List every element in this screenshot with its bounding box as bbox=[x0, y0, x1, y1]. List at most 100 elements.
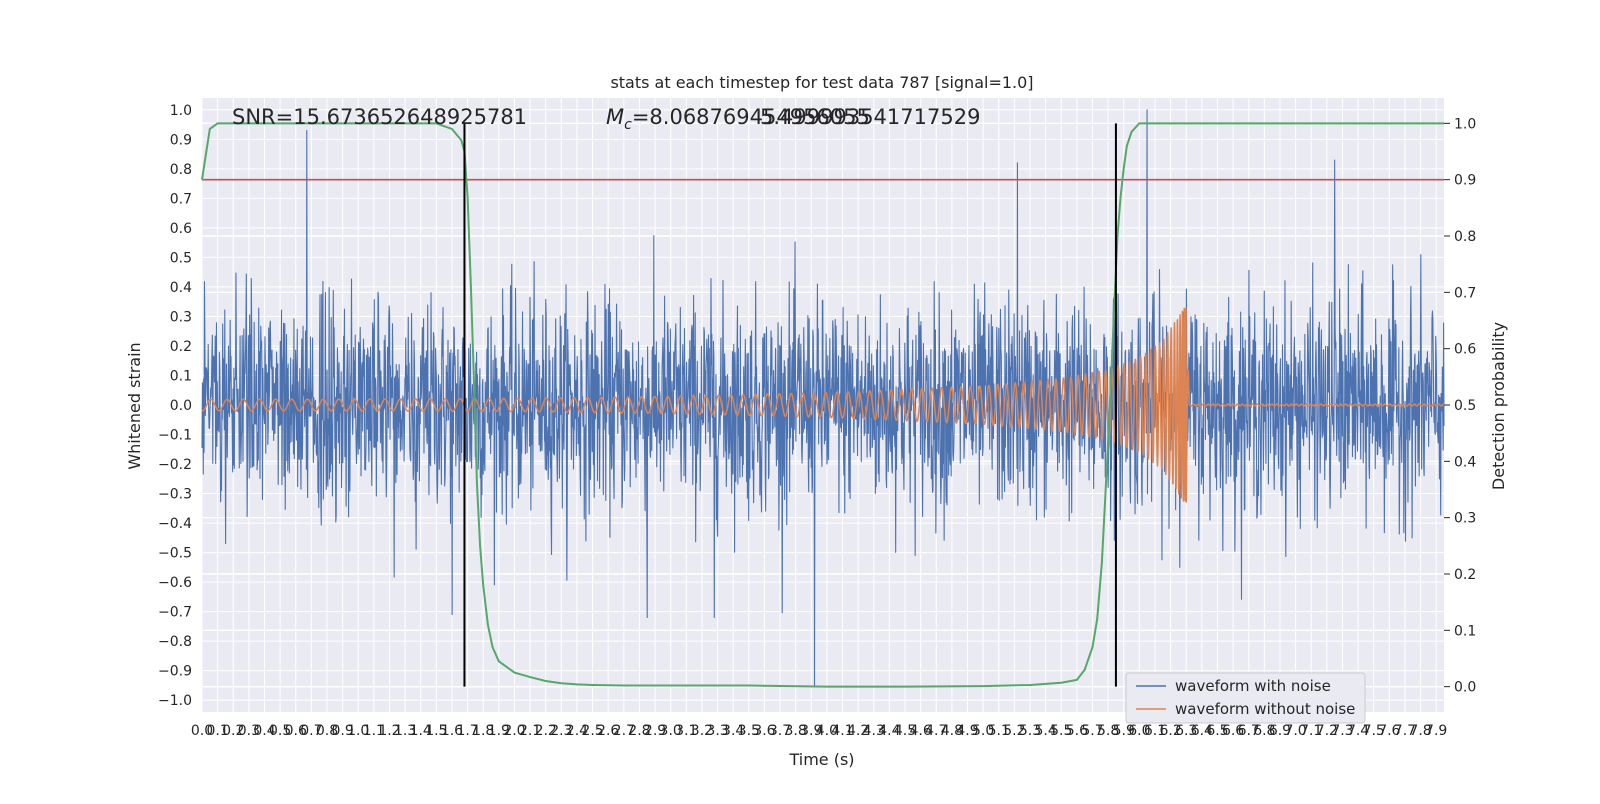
x-tick-label: 2.7 bbox=[613, 723, 635, 739]
x-tick-label: 1.7 bbox=[456, 723, 478, 739]
y-tick-label: 0.1 bbox=[170, 368, 192, 384]
y-tick-label: 1.0 bbox=[170, 103, 192, 119]
x-tick-label: 4.6 bbox=[910, 723, 932, 739]
chirp-mass-subscript: c bbox=[624, 117, 632, 133]
x-tick-label: 6.0 bbox=[1128, 723, 1150, 739]
x-tick-label: 7.2 bbox=[1316, 723, 1338, 739]
y2-tick-label: 0.7 bbox=[1454, 285, 1476, 301]
x-tick-label: 4.8 bbox=[941, 723, 963, 739]
legend: waveform with noise waveform without noi… bbox=[1125, 672, 1366, 724]
x-tick-label: 0.0 bbox=[191, 723, 213, 739]
x-tick-label: 6.5 bbox=[1206, 723, 1228, 739]
x-tick-label: 6.6 bbox=[1222, 723, 1244, 739]
x-tick-label: 1.0 bbox=[347, 723, 369, 739]
y-tick-label: −0.2 bbox=[158, 457, 192, 473]
x-tick-label: 5.2 bbox=[1003, 723, 1025, 739]
legend-label-noise: waveform with noise bbox=[1175, 677, 1331, 695]
y-tick-label: −1.0 bbox=[158, 693, 192, 709]
y-tick-label: 0.8 bbox=[170, 162, 192, 178]
x-tick-label: 1.4 bbox=[410, 723, 432, 739]
x-tick-label: 4.9 bbox=[956, 723, 978, 739]
x-tick-label: 5.6 bbox=[1066, 723, 1088, 739]
x-tick-label: 4.0 bbox=[816, 723, 838, 739]
x-tick-label: 7.5 bbox=[1363, 723, 1385, 739]
x-tick-label: 1.1 bbox=[363, 723, 385, 739]
x-tick-label: 3.3 bbox=[706, 723, 728, 739]
legend-label-clean: waveform without noise bbox=[1175, 700, 1355, 718]
x-tick-label: 7.0 bbox=[1284, 723, 1306, 739]
x-tick-label: 0.6 bbox=[285, 723, 307, 739]
snr-annotation: SNR=15.673652648925781 bbox=[232, 105, 527, 129]
x-tick-label: 5.5 bbox=[1050, 723, 1072, 739]
x-tick-label: 0.5 bbox=[269, 723, 291, 739]
x-tick-label: 0.7 bbox=[300, 723, 322, 739]
y2-tick-label: 0.8 bbox=[1454, 229, 1476, 245]
y-tick-label: 0.7 bbox=[170, 191, 192, 207]
x-tick-label: 6.2 bbox=[1159, 723, 1181, 739]
legend-box bbox=[1125, 672, 1366, 724]
series-waveform-without-noise bbox=[201, 307, 1445, 503]
x-tick-label: 2.3 bbox=[550, 723, 572, 739]
y-tick-label: −0.8 bbox=[158, 634, 192, 650]
y-tick-label: −0.3 bbox=[158, 487, 192, 503]
x-tick-label: 3.5 bbox=[738, 723, 760, 739]
y2-tick-label: 0.5 bbox=[1454, 398, 1476, 414]
x-tick-label: 2.8 bbox=[628, 723, 650, 739]
y-tick-label: 0.4 bbox=[170, 280, 192, 296]
y2-tick-label: 0.1 bbox=[1454, 623, 1476, 639]
y-tick-label: 0.6 bbox=[170, 221, 192, 237]
x-tick-label: 1.2 bbox=[378, 723, 400, 739]
x-tick-label: 1.6 bbox=[441, 723, 463, 739]
x-tick-label: 2.5 bbox=[581, 723, 603, 739]
x-tick-label: 6.8 bbox=[1253, 723, 1275, 739]
y2-tick-label: 0.2 bbox=[1454, 567, 1476, 583]
x-tick-label: 7.3 bbox=[1331, 723, 1353, 739]
x-tick-label: 3.7 bbox=[769, 723, 791, 739]
x-tick-label: 3.1 bbox=[675, 723, 697, 739]
x-tick-label: 5.7 bbox=[1081, 723, 1103, 739]
x-tick-label: 2.6 bbox=[597, 723, 619, 739]
x-tick-label: 6.9 bbox=[1269, 723, 1291, 739]
y-tick-label: −0.1 bbox=[158, 428, 192, 444]
x-tick-label: 0.8 bbox=[316, 723, 338, 739]
x-tick-label: 5.1 bbox=[988, 723, 1010, 739]
y2-tick-label: 1.0 bbox=[1454, 116, 1476, 132]
x-tick-label: 3.2 bbox=[691, 723, 713, 739]
x-tick-label: 1.5 bbox=[425, 723, 447, 739]
x-tick-label: 4.7 bbox=[925, 723, 947, 739]
x-tick-label: 5.4 bbox=[1034, 723, 1056, 739]
x-tick-label: 2.4 bbox=[566, 723, 588, 739]
chirp-mass-annotation: Mc=8.068769454956055 bbox=[606, 105, 870, 133]
x-tick-label: 7.9 bbox=[1425, 723, 1447, 739]
chirp-mass-value: =8.068769454956055 bbox=[632, 105, 870, 129]
x-tick-label: 6.1 bbox=[1144, 723, 1166, 739]
y-tick-label: −0.9 bbox=[158, 664, 192, 680]
x-tick-label: 5.9 bbox=[1113, 723, 1135, 739]
y-tick-label: 0.3 bbox=[170, 309, 192, 325]
x-tick-label: 7.1 bbox=[1300, 723, 1322, 739]
x-tick-label: 2.0 bbox=[503, 723, 525, 739]
x-tick-label: 4.4 bbox=[878, 723, 900, 739]
overlap-annotation: 5.499993541717529 bbox=[760, 105, 980, 129]
y-tick-label: 0.0 bbox=[170, 398, 192, 414]
y2-tick-label: 0.3 bbox=[1454, 511, 1476, 527]
x-axis-title: Time (s) bbox=[788, 750, 854, 769]
x-tick-label: 5.8 bbox=[1097, 723, 1119, 739]
y-axis-title: Whitened strain bbox=[125, 342, 144, 469]
x-tick-label: 7.7 bbox=[1394, 723, 1416, 739]
chirp-mass-symbol: M bbox=[606, 105, 624, 129]
x-tick-label: 2.2 bbox=[535, 723, 557, 739]
x-tick-label: 3.4 bbox=[722, 723, 744, 739]
x-tick-label: 0.2 bbox=[222, 723, 244, 739]
y2-tick-label: 0.6 bbox=[1454, 342, 1476, 358]
chart-title: stats at each timestep for test data 787… bbox=[610, 73, 1033, 92]
x-tick-label: 3.9 bbox=[800, 723, 822, 739]
y-tick-label: −0.7 bbox=[158, 605, 192, 621]
y2-tick-label: 0.9 bbox=[1454, 173, 1476, 189]
series-detection-probability bbox=[201, 122, 1444, 688]
x-tick-label: 6.3 bbox=[1175, 723, 1197, 739]
x-tick-label: 5.3 bbox=[1019, 723, 1041, 739]
x-tick-label: 2.1 bbox=[519, 723, 541, 739]
